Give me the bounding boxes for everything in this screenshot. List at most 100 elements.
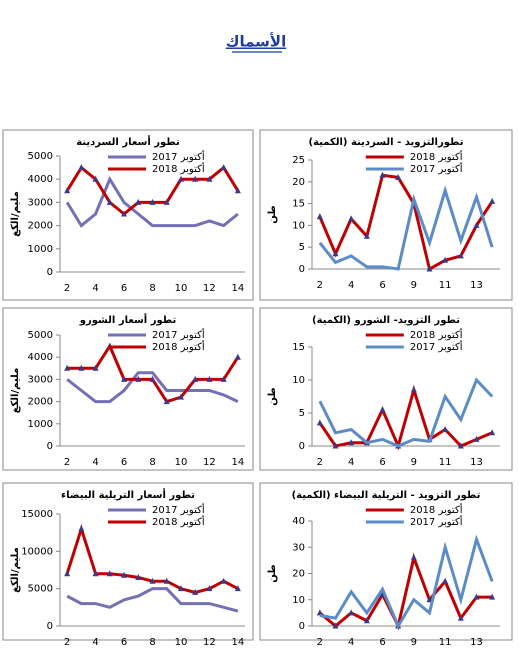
- legend-label: أكتوبر 2017: [152, 503, 205, 516]
- y-tick-label: 25: [292, 155, 305, 166]
- y-axis-label: مليم/الكغ: [10, 547, 21, 593]
- y-tick-label: 1000: [28, 244, 53, 255]
- x-tick-label: 2: [317, 637, 323, 648]
- page-title: الأسماك: [226, 33, 287, 51]
- point-marker: [163, 577, 170, 584]
- x-tick-label: 13: [470, 457, 483, 468]
- point-marker: [332, 250, 339, 257]
- point-marker: [410, 554, 417, 561]
- point-marker: [206, 375, 213, 382]
- series-line: [65, 175, 239, 228]
- y-tick-label: 40: [292, 516, 305, 527]
- series-line: [318, 377, 494, 448]
- point-marker: [78, 525, 85, 532]
- y-tick-label: 5: [299, 242, 305, 253]
- point-marker: [206, 585, 213, 592]
- point-marker: [135, 375, 142, 382]
- point-marker: [316, 213, 323, 220]
- point-marker: [92, 175, 99, 182]
- y-tick-label: 5000: [28, 151, 53, 162]
- y-tick-label: 0: [299, 621, 305, 632]
- chart-title: تطورالتزويد - السردينة (الكمية): [309, 137, 464, 148]
- point-marker: [177, 585, 184, 592]
- point-marker: [220, 375, 227, 382]
- legend-label: أكتوبر 2018: [152, 515, 205, 528]
- series-line: [318, 173, 494, 272]
- series-line: [318, 384, 493, 451]
- point-marker: [457, 442, 464, 449]
- x-tick-label: 13: [470, 637, 483, 648]
- y-tick-label: 10000: [21, 546, 53, 557]
- y-tick-label: 20: [292, 177, 305, 188]
- point-marker: [149, 577, 156, 584]
- x-tick-label: 9: [411, 457, 417, 468]
- point-marker: [348, 439, 355, 446]
- x-tick-label: 14: [232, 283, 245, 294]
- y-tick-label: 3000: [28, 374, 53, 385]
- x-tick-label: 9: [411, 280, 417, 291]
- legend-label: أكتوبر 2018: [410, 150, 463, 163]
- point-marker: [473, 435, 480, 442]
- x-tick-label: 2: [64, 637, 70, 648]
- point-marker: [457, 252, 464, 259]
- y-tick-label: 5000: [28, 584, 53, 595]
- y-axis-label: طن: [267, 205, 278, 223]
- chart-title: تطور التزويد - التريلية البيضاء (الكمية): [292, 490, 481, 501]
- point-marker: [316, 419, 323, 426]
- point-marker: [149, 375, 156, 382]
- chart-title: تطور أسعار الشورو: [79, 313, 177, 326]
- y-tick-label: 5000: [28, 330, 53, 341]
- x-tick-label: 8: [149, 457, 155, 468]
- point-marker: [234, 585, 241, 592]
- y-tick-label: 15: [292, 199, 305, 210]
- x-tick-label: 11: [439, 637, 452, 648]
- x-tick-label: 4: [348, 457, 354, 468]
- x-tick-label: 4: [92, 457, 98, 468]
- point-marker: [121, 375, 128, 382]
- x-tick-label: 4: [92, 283, 98, 294]
- point-marker: [426, 265, 433, 272]
- point-marker: [149, 198, 156, 205]
- y-tick-label: 5: [299, 408, 305, 419]
- point-marker: [363, 617, 370, 624]
- point-marker: [363, 232, 370, 239]
- point-marker: [442, 256, 449, 263]
- point-marker: [92, 570, 99, 577]
- chart-frame: [259, 482, 513, 641]
- point-marker: [163, 198, 170, 205]
- point-marker: [106, 570, 113, 577]
- point-marker: [78, 364, 85, 371]
- x-tick-label: 14: [232, 637, 245, 648]
- legend-label: أكتوبر 2018: [152, 340, 205, 353]
- y-tick-label: 30: [292, 542, 305, 553]
- point-marker: [316, 609, 323, 616]
- x-tick-label: 11: [439, 280, 452, 291]
- y-tick-label: 4000: [28, 174, 53, 185]
- point-marker: [473, 221, 480, 228]
- y-tick-label: 4000: [28, 352, 53, 363]
- x-tick-label: 11: [439, 457, 452, 468]
- point-marker: [234, 187, 241, 194]
- x-tick-label: 4: [348, 637, 354, 648]
- y-tick-label: 0: [47, 621, 53, 632]
- legend-label: أكتوبر 2018: [410, 328, 463, 341]
- x-tick-label: 6: [121, 457, 127, 468]
- point-marker: [379, 171, 386, 178]
- point-marker: [121, 210, 128, 217]
- series-line: [319, 534, 494, 630]
- legend-label: أكتوبر 2017: [152, 328, 205, 341]
- point-marker: [135, 573, 142, 580]
- y-axis-label: طن: [267, 564, 278, 582]
- y-tick-label: 15: [292, 342, 305, 353]
- point-marker: [489, 593, 496, 600]
- point-marker: [64, 187, 71, 194]
- x-tick-label: 6: [379, 637, 385, 648]
- y-tick-label: 10: [292, 595, 305, 606]
- y-tick-label: 1000: [28, 419, 53, 430]
- point-marker: [489, 197, 496, 204]
- x-tick-label: 12: [203, 283, 216, 294]
- y-tick-label: 10: [292, 375, 305, 386]
- point-marker: [177, 393, 184, 400]
- x-tick-label: 2: [317, 457, 323, 468]
- point-marker: [192, 375, 199, 382]
